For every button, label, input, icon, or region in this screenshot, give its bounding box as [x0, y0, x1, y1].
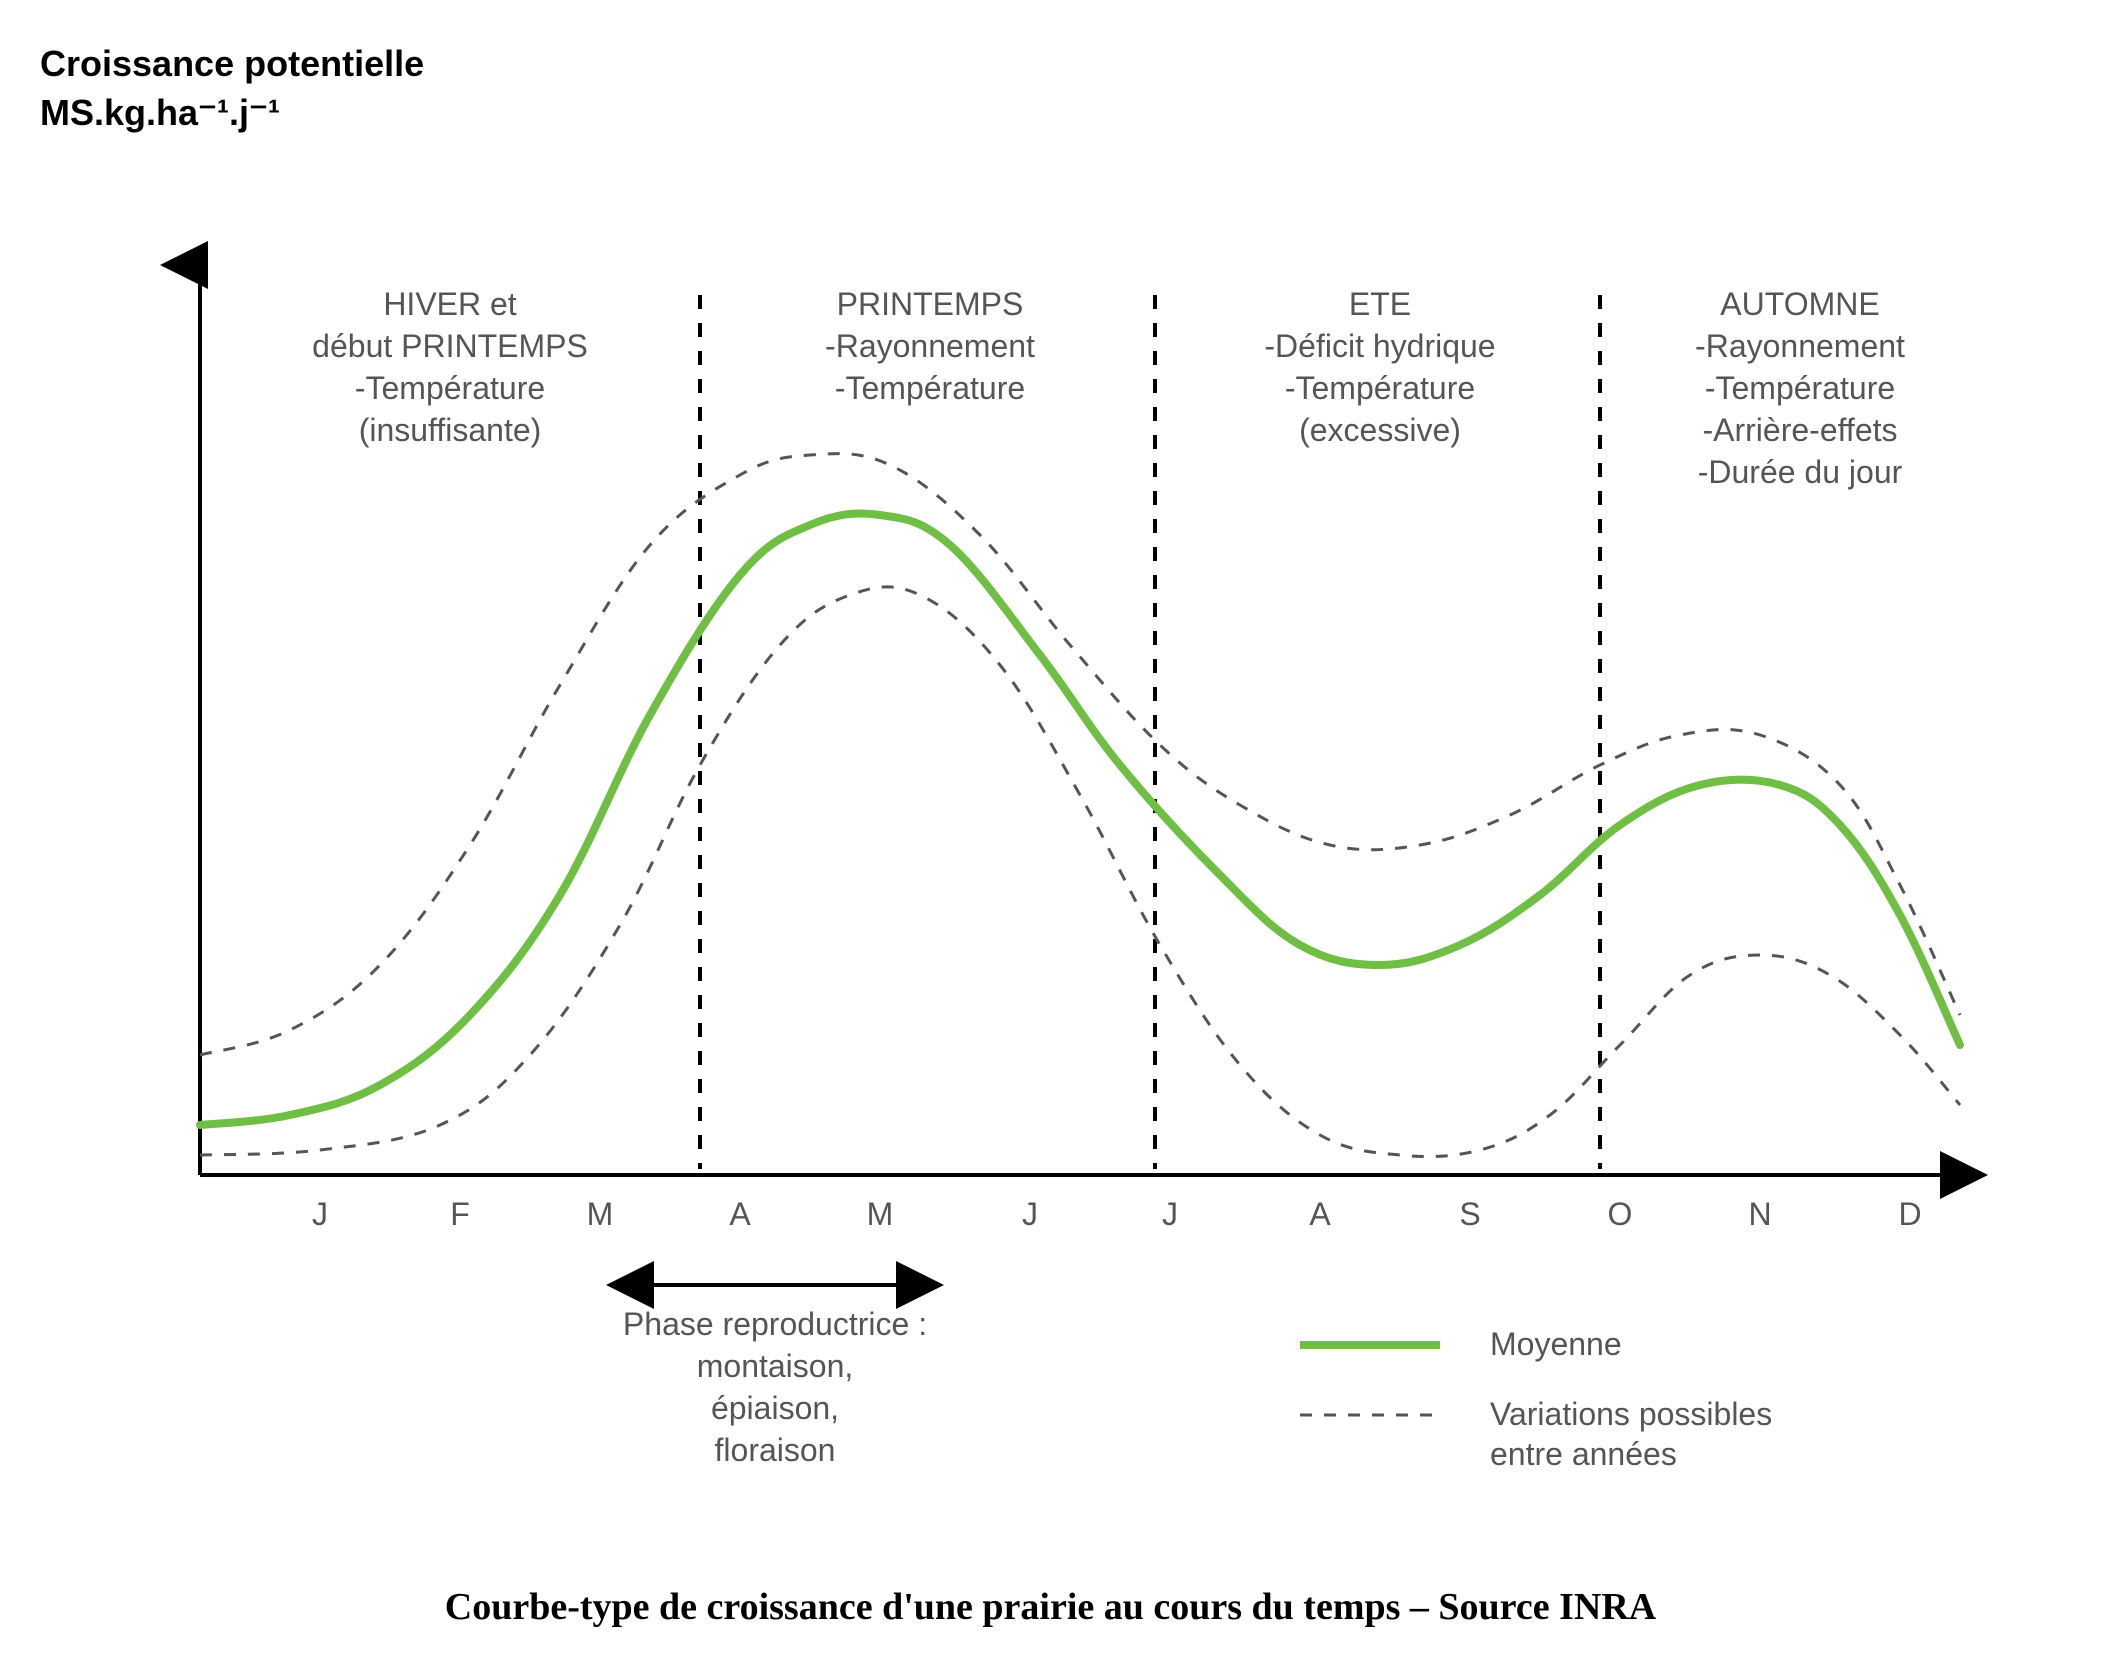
- month-label: N: [1748, 1196, 1771, 1232]
- season-title: HIVER et: [383, 286, 516, 322]
- season-detail: début PRINTEMPS: [312, 328, 588, 364]
- season-detail: (excessive): [1299, 412, 1461, 448]
- season-detail: -Température: [1285, 370, 1475, 406]
- season-detail: -Température: [355, 370, 545, 406]
- season-title: ETE: [1349, 286, 1411, 322]
- month-label: F: [450, 1196, 470, 1232]
- growth-chart: Croissance potentielle MS.kg.ha⁻¹.j⁻¹ J F…: [40, 40, 2061, 1629]
- month-label: M: [587, 1196, 614, 1232]
- chart-svg: J F M A M J J A S O N D HIVER et début PRINTEMPS -Temp…: [40, 145, 2061, 1545]
- season-detail: -Température: [1705, 370, 1895, 406]
- chart-caption: Courbe-type de croissance d'une prairie …: [40, 1585, 2061, 1629]
- month-label: D: [1898, 1196, 1921, 1232]
- upper-variation-curve: [200, 454, 1960, 1055]
- season-detail: -Déficit hydrique: [1264, 328, 1495, 364]
- month-label: J: [1022, 1196, 1038, 1232]
- phase-note-line: floraison: [715, 1432, 836, 1468]
- phase-note-line: Phase reproductrice :: [623, 1306, 927, 1342]
- season-title: PRINTEMPS: [837, 286, 1024, 322]
- mean-curve: [200, 514, 1960, 1125]
- month-label: A: [729, 1196, 751, 1232]
- month-label: M: [867, 1196, 894, 1232]
- month-label: J: [1162, 1196, 1178, 1232]
- month-label: A: [1309, 1196, 1331, 1232]
- season-detail: -Température: [835, 370, 1025, 406]
- y-axis-title-line2: MS.kg.ha⁻¹.j⁻¹: [40, 92, 280, 133]
- legend-label: Moyenne: [1490, 1326, 1622, 1362]
- phase-note-line: épiaison,: [711, 1390, 839, 1426]
- phase-note-line: montaison,: [697, 1348, 854, 1384]
- season-detail: -Durée du jour: [1698, 454, 1903, 490]
- legend-label: Variations possibles: [1490, 1396, 1772, 1432]
- season-detail: -Rayonnement: [825, 328, 1035, 364]
- season-title: AUTOMNE: [1720, 286, 1879, 322]
- season-detail: -Arrière-effets: [1702, 412, 1897, 448]
- month-label: S: [1459, 1196, 1480, 1232]
- legend-label: entre années: [1490, 1436, 1677, 1472]
- month-label: J: [312, 1196, 328, 1232]
- month-label: O: [1608, 1196, 1633, 1232]
- season-detail: -Rayonnement: [1695, 328, 1905, 364]
- season-detail: (insuffisante): [359, 412, 542, 448]
- lower-variation-curve: [200, 587, 1960, 1157]
- y-axis-title: Croissance potentielle MS.kg.ha⁻¹.j⁻¹: [40, 40, 2061, 137]
- y-axis-title-line1: Croissance potentielle: [40, 43, 424, 84]
